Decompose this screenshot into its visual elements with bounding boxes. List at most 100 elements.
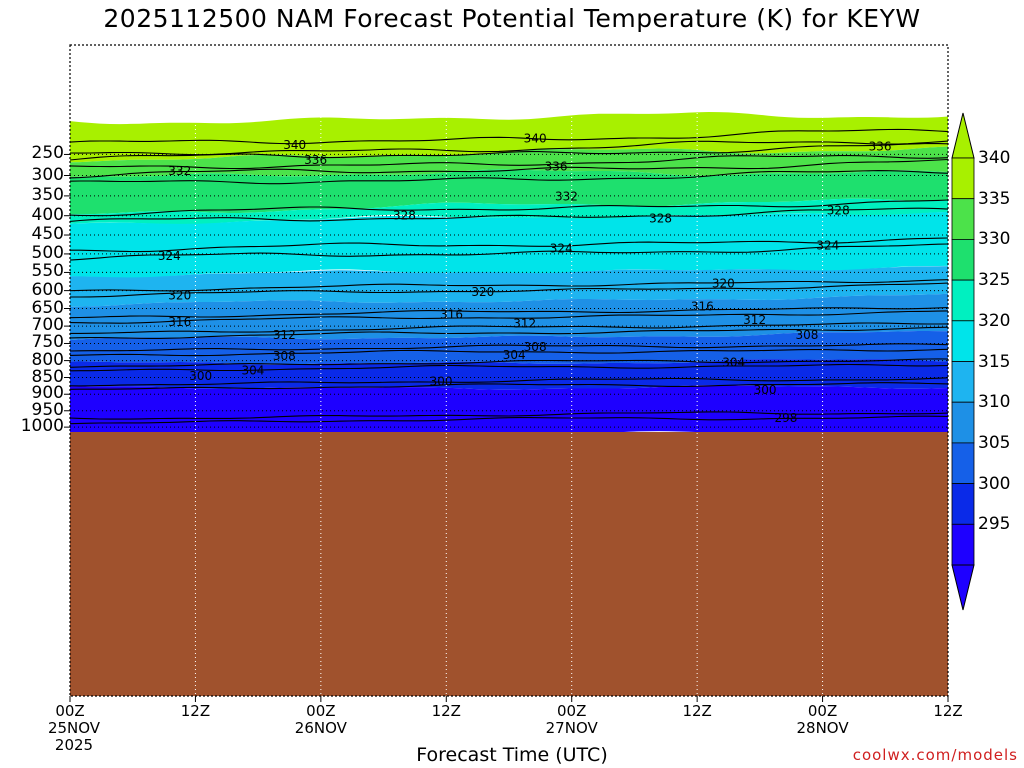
- x-tick-label: 12Z: [913, 703, 983, 720]
- x-tick-time: 00Z: [807, 702, 838, 720]
- x-tick-label: 00Z 28NOV: [788, 703, 858, 737]
- contour-label: 312: [743, 313, 766, 327]
- contour-label: 332: [168, 164, 191, 178]
- colorbar-label: 335: [978, 188, 1011, 209]
- contour-296-b: [70, 415, 948, 425]
- contour-label: 328: [827, 204, 850, 218]
- x-tick-date: 25NOV: [47, 719, 101, 737]
- contour-324: [70, 237, 948, 253]
- contour-label: 324: [550, 242, 573, 256]
- y-tick-label: 800: [31, 349, 64, 370]
- y-tick-label: 400: [31, 204, 64, 225]
- contour-324-b: [70, 243, 948, 261]
- colorbar-label: 295: [978, 514, 1011, 535]
- y-tick-label: 300: [31, 164, 64, 185]
- colorbar-swatch-305: [951, 442, 975, 484]
- band-305: [70, 331, 948, 365]
- x-axis-label: Forecast Time (UTC): [416, 744, 608, 766]
- x-tick-label: 12Z: [662, 703, 732, 720]
- contour-label: 336: [545, 159, 568, 173]
- contour-label: 332: [555, 190, 578, 204]
- contour-label: 316: [440, 308, 463, 322]
- y-tick-label: 650: [31, 297, 64, 318]
- contour-label: 324: [816, 238, 839, 252]
- x-tick-label: 00Z 27NOV: [537, 703, 607, 737]
- contour-label: 308: [524, 340, 547, 354]
- ground-strip: [70, 432, 948, 696]
- contour-label: 308: [273, 349, 296, 363]
- y-tick-label: 950: [31, 399, 64, 420]
- colorbar-label: 325: [978, 270, 1011, 291]
- y-tick-label: 450: [31, 224, 64, 245]
- band-315: [70, 266, 948, 307]
- contour-304-b: [70, 363, 948, 372]
- x-tick-date: 28NOV: [796, 719, 849, 737]
- y-tick-label: 750: [31, 332, 64, 353]
- x-tick-label: 12Z: [160, 703, 230, 720]
- contour-332-b: [70, 170, 948, 185]
- contour-label: 328: [649, 211, 672, 225]
- contour-label: 340: [524, 132, 547, 146]
- colorbar-bottom-arrow: [951, 564, 975, 611]
- contour-label: 328: [393, 209, 416, 223]
- x-tick-label: 12Z: [411, 703, 481, 720]
- colorbar-swatch-300: [951, 483, 975, 525]
- y-tick-label: 250: [31, 143, 64, 164]
- x-tick-time: 12Z: [933, 702, 963, 720]
- contour-340: [70, 128, 948, 145]
- contour-316: [70, 306, 948, 319]
- band-310: [70, 293, 948, 341]
- x-tick-time: 00Z: [306, 702, 336, 720]
- contour-332: [70, 158, 948, 179]
- contour-label: 336: [869, 140, 892, 154]
- contour-label: 316: [691, 299, 714, 313]
- colorbar-swatch-340: [951, 157, 975, 200]
- colorbar-swatch-335: [951, 198, 975, 240]
- contour-label: 300: [430, 375, 453, 389]
- contour-328-b: [70, 207, 948, 222]
- contour-fill: [70, 112, 948, 436]
- contour-label: 304: [503, 348, 526, 362]
- contour-308-b: [70, 348, 948, 357]
- contour-label: 300: [754, 383, 777, 397]
- contour-308: [70, 343, 948, 352]
- contour-label: 308: [795, 328, 818, 342]
- x-tick-label: 00Z 25NOV 2025: [35, 703, 105, 754]
- y-tick-label: 850: [31, 366, 64, 387]
- y-tick-label: 550: [31, 261, 64, 282]
- band-330: [70, 169, 948, 215]
- contour-label: 340: [283, 138, 306, 152]
- credit-link[interactable]: coolwx.com/models: [852, 746, 1018, 764]
- contour-label: 298: [775, 411, 798, 425]
- y-tick-label: 1000: [20, 416, 64, 437]
- x-tick-year: 2025: [54, 736, 94, 754]
- contour-300: [70, 377, 948, 387]
- contour-label: 320: [712, 277, 735, 291]
- y-tick-label: 350: [31, 184, 64, 205]
- plot-frame: [69, 44, 949, 697]
- contour-336-b: [70, 155, 948, 170]
- y-tick-label: 700: [31, 315, 64, 336]
- x-tick-label: 00Z 26NOV: [286, 703, 356, 737]
- contour-296: [70, 411, 948, 420]
- colorbar-swatch-320: [951, 320, 975, 362]
- colorbar-swatch-330: [951, 238, 975, 281]
- x-tick-time: 00Z: [557, 702, 587, 720]
- x-tick-date: 27NOV: [545, 719, 598, 737]
- contour-label: 320: [471, 285, 494, 299]
- contour-312-b: [70, 326, 948, 339]
- contour-328: [70, 199, 948, 217]
- contour-label: 304: [722, 355, 745, 369]
- colorbar-label: 310: [978, 392, 1011, 413]
- contour-312: [70, 322, 948, 334]
- contour-304: [70, 358, 948, 368]
- contour-label: 320: [168, 289, 191, 303]
- contour-340-b: [70, 140, 948, 156]
- contour-320: [70, 279, 948, 292]
- band-295: [70, 385, 948, 436]
- contour-label: 312: [273, 328, 296, 342]
- y-tick-label: 900: [31, 383, 64, 404]
- colorbar-label: 320: [978, 310, 1011, 331]
- x-tick-time: 00Z: [55, 702, 85, 720]
- contour-label: 316: [168, 315, 191, 329]
